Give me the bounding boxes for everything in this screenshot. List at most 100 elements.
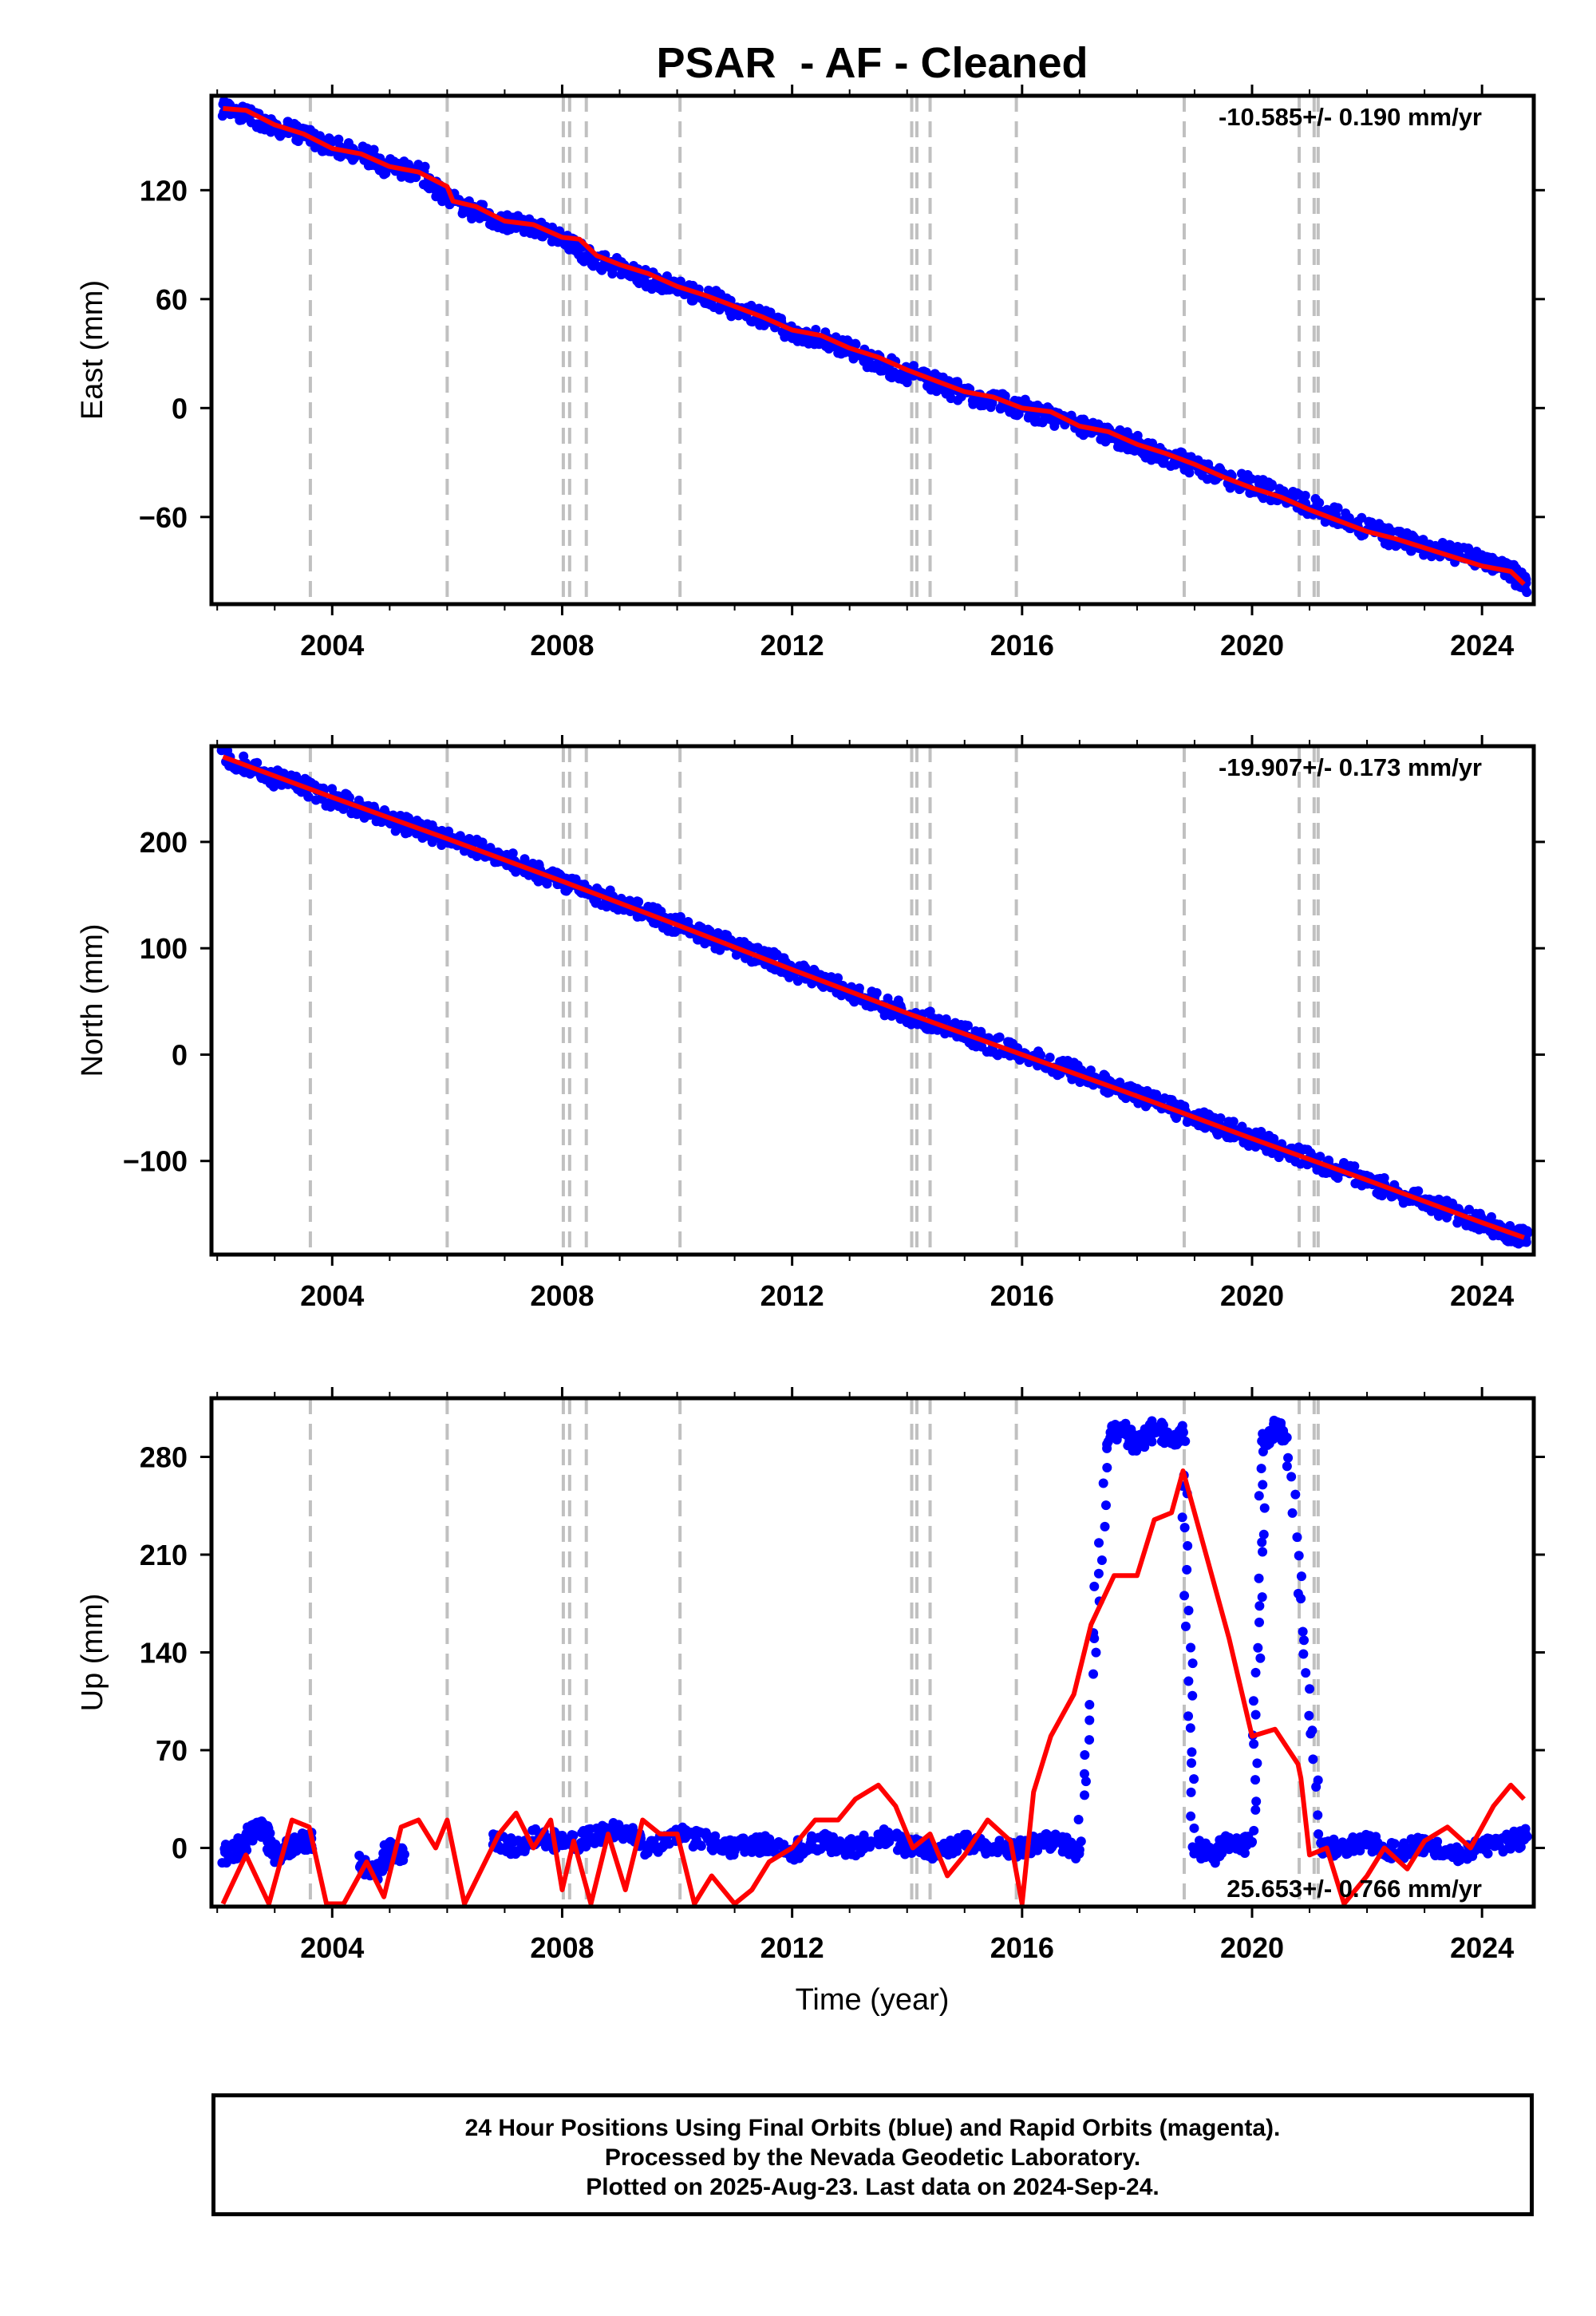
data-point — [614, 1820, 624, 1831]
x-tick-label: 2008 — [530, 629, 594, 662]
y-tick-label: 0 — [172, 1832, 188, 1865]
data-point — [715, 945, 725, 955]
data-point — [1258, 493, 1269, 504]
panel-up: 2004 2008 2012 2016 2020 2024 0 70 140 210 280 Up (… — [76, 1387, 1545, 1964]
data-point — [1298, 1626, 1308, 1637]
data-point — [411, 172, 421, 183]
data-point — [1312, 499, 1322, 509]
data-point — [642, 1848, 653, 1858]
data-point — [1115, 1077, 1125, 1088]
data-point — [1189, 1823, 1199, 1833]
data-point — [1252, 1758, 1262, 1769]
data-point — [254, 119, 264, 129]
data-point — [1248, 1696, 1258, 1706]
data-point — [1148, 438, 1158, 449]
y-tick-label: 0 — [172, 1038, 188, 1071]
x-tick-label: 2004 — [300, 629, 364, 662]
data-point — [1315, 1152, 1325, 1162]
x-tick-label: 2016 — [990, 1279, 1054, 1312]
data-point — [1522, 587, 1532, 598]
data-point — [703, 924, 713, 935]
y-tick-label: 200 — [140, 826, 188, 859]
plot-area-east — [217, 96, 1532, 604]
data-point — [1187, 1758, 1197, 1769]
data-point — [1254, 1491, 1264, 1501]
x-tick-label: 2024 — [1450, 629, 1514, 662]
data-point — [1080, 1749, 1090, 1760]
data-point — [1089, 1581, 1100, 1591]
data-point — [1140, 1101, 1151, 1112]
y-tick-label: 280 — [140, 1441, 188, 1474]
rate-label: -10.585+/- 0.190 mm/yr — [1219, 103, 1482, 131]
x-tick-label: 2008 — [530, 1279, 594, 1312]
data-point — [850, 338, 860, 349]
data-point — [1517, 1237, 1527, 1247]
data-point — [455, 831, 465, 841]
data-point — [1250, 1804, 1261, 1815]
data-point — [1250, 1667, 1261, 1678]
data-point — [1266, 482, 1276, 492]
data-point — [1184, 468, 1195, 478]
data-point — [1298, 1649, 1309, 1659]
data-point — [1180, 1436, 1191, 1446]
data-point — [502, 225, 512, 235]
data-point — [952, 1846, 962, 1856]
data-point — [1100, 1521, 1110, 1531]
data-point — [1179, 1523, 1190, 1533]
data-point — [1074, 1844, 1084, 1855]
y-axis-label: North (mm) — [76, 923, 109, 1077]
data-point — [1202, 474, 1212, 484]
data-point — [1276, 1418, 1286, 1429]
data-point — [1280, 1432, 1290, 1442]
data-point — [1084, 1735, 1095, 1745]
data-point — [477, 837, 488, 848]
data-point — [1296, 1571, 1306, 1582]
data-point — [1520, 571, 1531, 582]
x-tick-label: 2004 — [300, 1279, 364, 1312]
data-point — [675, 276, 685, 287]
data-point — [1290, 1489, 1301, 1500]
data-point — [1505, 1844, 1515, 1854]
data-point — [1258, 1529, 1269, 1539]
data-point — [1205, 1111, 1215, 1121]
data-point — [1258, 1547, 1268, 1557]
x-tick-label: 2024 — [1450, 1279, 1514, 1312]
data-point — [1286, 1472, 1297, 1482]
data-point — [1076, 1836, 1086, 1847]
data-point — [925, 1006, 935, 1017]
data-point — [1251, 1796, 1262, 1807]
data-point — [792, 976, 803, 986]
model-line — [222, 754, 1525, 1240]
data-point — [867, 1838, 877, 1848]
data-point — [1333, 503, 1343, 513]
data-point — [1445, 540, 1456, 551]
data-point — [459, 846, 469, 856]
data-point — [1250, 1142, 1261, 1152]
data-point — [303, 792, 314, 802]
data-point — [1179, 1101, 1190, 1112]
data-point — [1091, 1647, 1101, 1658]
data-point — [1320, 517, 1330, 528]
data-point — [1246, 1838, 1257, 1848]
data-point — [1084, 1700, 1095, 1710]
data-point — [1311, 1782, 1321, 1792]
footer-line-1: 24 Hour Positions Using Final Orbits (bl… — [464, 2115, 1281, 2141]
footer-note-box: 24 Hour Positions Using Final Orbits (bl… — [211, 2093, 1534, 2216]
data-point — [1100, 1500, 1111, 1511]
x-axis-label: Time (year) — [796, 1983, 950, 2017]
data-point — [1250, 1775, 1261, 1785]
data-point — [1250, 1709, 1261, 1720]
y-tick-label: 0 — [172, 392, 188, 425]
data-point — [597, 265, 607, 275]
data-point — [1455, 1855, 1465, 1865]
data-point — [987, 398, 998, 409]
data-point — [1389, 1839, 1400, 1849]
y-tick-label: 70 — [156, 1734, 188, 1767]
data-point — [1217, 1848, 1227, 1859]
data-point — [1186, 1787, 1196, 1797]
y-tick-label: −100 — [123, 1145, 188, 1178]
data-point — [1348, 1832, 1358, 1842]
data-point — [647, 1837, 658, 1848]
data-point — [1306, 1729, 1316, 1739]
data-point — [993, 1033, 1003, 1043]
